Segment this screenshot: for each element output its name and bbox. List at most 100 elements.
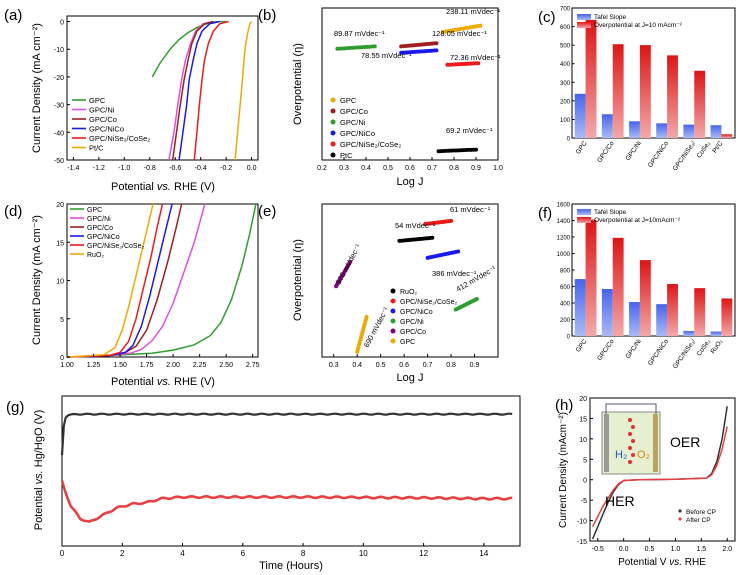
legend-marker: [330, 141, 336, 147]
panel-g-xtick-label: 6: [241, 549, 246, 558]
panel-e-annotation: 386 mVdec⁻¹: [432, 269, 477, 278]
panel-e-annotation: 54 mVdec⁻¹: [395, 221, 436, 230]
panel-f-ytick-label: 1400: [557, 219, 571, 225]
panel-f-bar: [629, 302, 640, 336]
panel-d-xtick-label: 2.25: [193, 362, 207, 369]
legend-marker: [390, 288, 396, 294]
panel-d-ytick-label: 0: [60, 355, 64, 362]
legend-swatch: [577, 209, 591, 215]
panel-e-xtick-label: 0.5: [376, 362, 386, 369]
panel-f-ytick-label: 200: [560, 318, 571, 324]
panel-a-xlabel-part: Potential: [111, 181, 157, 193]
legend-marker: [330, 108, 336, 114]
panel-h-xtick-label: 0.5: [645, 546, 655, 553]
legend-entry: GPC/NiCo: [400, 309, 433, 316]
panel-c-category-label: GPC/NiSe₂/: [672, 140, 698, 172]
panel-d-xlabel-part: RHE (V): [171, 376, 215, 388]
panel-h-xlabel-part: Potential V: [618, 557, 669, 568]
panel-g-xtick-label: 0: [60, 549, 65, 558]
panel-a-ytick-label: 0: [60, 20, 64, 27]
membrane-ion: [628, 446, 632, 450]
panel-b-point: [434, 41, 439, 46]
panel-f-category-label: GPC/NiCo: [647, 338, 670, 367]
panel-h-annotation-her: HER: [605, 493, 635, 509]
panel-h-ytick-label: -10: [577, 519, 587, 526]
panel-d-xlabel: Potential vs. RHE (V): [111, 376, 215, 388]
legend-marker: [330, 152, 336, 158]
panel-e-xtick-label: 0.6: [399, 362, 409, 369]
panel-h-xtick-label: 1.5: [696, 546, 706, 553]
panel-b-xtick-label: 1.0: [493, 165, 503, 172]
panel-b-point: [476, 61, 481, 66]
legend-entry: GPC/Ni: [89, 106, 115, 115]
panel-e-xtick-label: 0.4: [352, 362, 362, 369]
panel-f-category-label: RuO₂: [710, 338, 725, 355]
panel-f-bar: [639, 260, 651, 336]
panel-c-ytick-label: 200: [560, 99, 571, 105]
panel-d-ytick-label: 20: [56, 202, 64, 209]
panel-c-category-label: Pt/C: [711, 140, 724, 155]
panel-label-e: (e): [258, 203, 276, 220]
panel-a-xtick-label: -1.4: [67, 165, 79, 172]
panel-e-point: [364, 314, 369, 319]
legend-entry: GPC/NiSe₂/CoSe₂: [87, 243, 144, 250]
anode-electrode: [653, 414, 658, 472]
panel-g-series-line: [60, 480, 513, 523]
circuit-wire: [605, 403, 657, 414]
legend-entry: GPC/Ni: [87, 216, 111, 223]
legend-entry: GPC/Ni: [400, 319, 424, 326]
panel-h-series-line: [591, 426, 728, 528]
panel-c-bar: [612, 44, 624, 138]
panel-f-ytick-label: 800: [560, 269, 571, 275]
panel-e-xtick-label: 0.7: [423, 362, 433, 369]
panel-b-xtick-label: 0.3: [339, 165, 349, 172]
panel-d-ytick-label: 15: [56, 240, 64, 247]
membrane-ion: [631, 439, 635, 443]
panel-label-b: (b): [258, 7, 276, 24]
panel-f-category-label: GPC/Ni: [625, 338, 643, 360]
panel-e-xtick-label: 0.3: [329, 362, 339, 369]
panel-d-xtick-label: 2.50: [219, 362, 233, 369]
panel-h-xtick-label: 1.0: [671, 546, 681, 553]
panel-f-bar: [656, 304, 668, 336]
panel-f-category-label: GPC/NiSe₂/: [672, 338, 698, 370]
panel-c-ytick-label: 500: [560, 44, 571, 50]
panel-a-xlabel-part: vs.: [157, 181, 171, 193]
panel-h-ytick-label: 15: [579, 416, 587, 423]
panel-h-xlabel-part: vs.: [669, 557, 682, 568]
panel-d-xtick-label: 1.75: [140, 362, 154, 369]
panel-c-bar: [601, 114, 613, 138]
panel-e-point: [474, 296, 479, 301]
panel-h-xtick-label: 0.0: [619, 546, 629, 553]
panel-f-ytick-label: 400: [560, 302, 571, 308]
legend-entry: Tafel Slope: [594, 14, 627, 21]
panel-a-series-line: [171, 20, 214, 161]
panel-c-bar: [710, 125, 722, 138]
legend-entry: Pt/C: [89, 144, 104, 153]
panel-b-annotation: 72.36 mVdec⁻¹: [450, 53, 501, 62]
panel-c-bar: [629, 121, 640, 138]
legend-marker: [678, 509, 682, 513]
panel-f-ytick-label: 1600: [557, 203, 571, 209]
panel-a-series-line: [178, 20, 220, 161]
legend-entry: Overpotential at J=10mAcm⁻²: [594, 217, 681, 224]
panel-e-annotation: 690 mVdec⁻¹: [362, 305, 391, 349]
panel-g-ylabel-part: Hg/HgO (V): [33, 410, 45, 471]
panel-a-xtick-label: -1.0: [118, 165, 130, 172]
panel-label-h: (h): [555, 397, 573, 414]
panel-b-point: [372, 44, 377, 49]
panel-c-category-label: CoSe₂: [696, 140, 713, 160]
panel-a-series-line: [234, 21, 253, 161]
panel-d-series-line: [66, 203, 154, 358]
panel-h-ytick-label: 20: [579, 396, 587, 403]
legend-entry: GPC/NiSe₂/CoSe₂: [89, 134, 150, 143]
panel-e-point: [348, 260, 353, 265]
panel-c-category-label: GPC: [575, 140, 589, 156]
panel-d-xlabel-part: Potential: [111, 376, 157, 388]
panel-a-xtick-label: -0.6: [169, 165, 181, 172]
panel-b-annotation: 238.11 mVdec⁻¹: [446, 7, 501, 16]
panel-c-bar: [585, 19, 597, 139]
panel-c-bar: [639, 45, 651, 139]
membrane-ion: [628, 460, 632, 464]
